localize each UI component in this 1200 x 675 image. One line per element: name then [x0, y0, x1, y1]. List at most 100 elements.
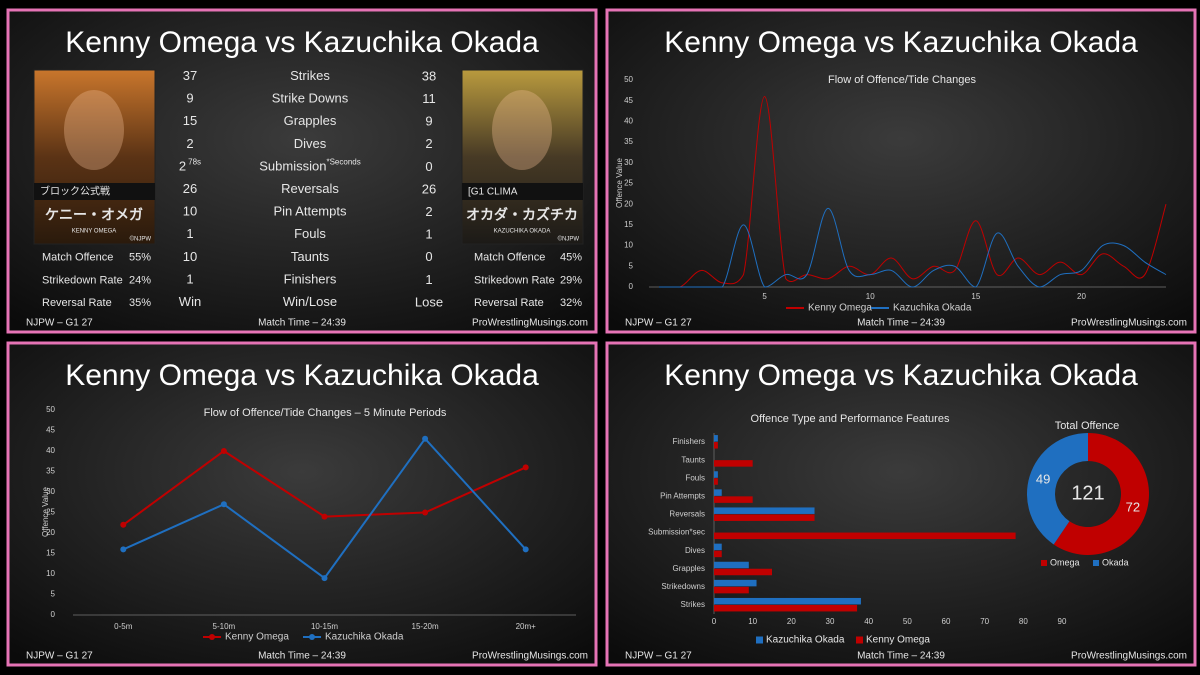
x-tick-label: 5-10m: [213, 622, 236, 631]
bar: [714, 489, 722, 496]
caption-band: [462, 183, 583, 200]
stat-name: Fouls: [294, 227, 326, 242]
x-tick-label: 10-15m: [311, 622, 338, 631]
bar: [714, 435, 718, 442]
y-tick-label: 25: [46, 508, 55, 517]
y-tick-label: Submission*sec: [648, 528, 705, 537]
stat-value: 15: [183, 114, 197, 129]
footer-left: NJPW – G1 27: [625, 318, 692, 329]
y-tick-label: Reversals: [669, 510, 705, 519]
x-tick-label: 60: [942, 617, 951, 626]
stat-name: Strikes: [290, 68, 330, 83]
stat-right: 0: [425, 159, 432, 174]
legend-label: Kazuchika Okada: [893, 303, 972, 314]
photo-face: [492, 90, 552, 170]
point: [321, 513, 328, 520]
stat-left: 1: [186, 272, 193, 287]
point: [120, 521, 127, 528]
stat-left: 1: [186, 227, 193, 242]
point: [220, 501, 227, 508]
stat-value: 10: [183, 249, 197, 264]
y-tick-label: 30: [624, 158, 633, 167]
panel: Kenny Omega vs Kazuchika Okada NJPW – G1 …: [6, 341, 598, 667]
stat-left: 2 78s: [179, 158, 201, 174]
donut-slice: [1027, 433, 1088, 545]
y-tick-label: Dives: [685, 546, 705, 555]
y-tick-label: Finishers: [673, 437, 705, 446]
legend-label: Omega: [1050, 557, 1080, 567]
side-label: Reversal Rate: [474, 297, 544, 309]
y-tick-label: 30: [46, 487, 55, 496]
stat-left: 9: [186, 91, 193, 106]
bar: [714, 550, 722, 558]
bar: [714, 568, 772, 576]
point: [422, 509, 429, 516]
card-name-jp: ケニー・オメガ: [45, 207, 143, 223]
stat-label: Reversals: [281, 181, 339, 196]
side-label: Match Offence: [474, 252, 545, 264]
stat-label: Dives: [294, 136, 327, 151]
chart-title: Flow of Offence/Tide Changes: [828, 74, 976, 86]
data-label: 49: [1036, 472, 1050, 487]
legend-swatch: [1093, 560, 1099, 566]
y-tick-label: 45: [46, 426, 55, 435]
stat-value: 9: [186, 91, 193, 106]
footer-right: ProWrestlingMusings.com: [1071, 651, 1187, 662]
chart-title: Flow of Offence/Tide Changes – 5 Minute …: [204, 407, 447, 419]
stat-right: 38: [422, 68, 436, 83]
footer-left: NJPW – G1 27: [26, 318, 93, 329]
panel-title: Kenny Omega vs Kazuchika Okada: [664, 26, 1138, 59]
x-tick-label: 30: [826, 617, 835, 626]
side-value: 55%: [129, 252, 151, 264]
data-label: 72: [1126, 499, 1140, 514]
legend-label: Kazuchika Okada: [325, 632, 404, 643]
caption-band: [34, 183, 155, 200]
footer-center: Match Time – 24:39: [258, 318, 346, 329]
card-caption: ブロック公式戦: [40, 185, 110, 198]
stat-name: Pin Attempts: [274, 204, 347, 219]
x-tick-label: 5: [762, 292, 767, 301]
footer-right: ProWrestlingMusings.com: [472, 651, 588, 662]
x-tick-label: 0-5m: [114, 622, 133, 631]
stat-value: 37: [183, 68, 197, 83]
card-copyright: ©NJPW: [558, 236, 580, 243]
side-value: 24%: [129, 274, 151, 286]
y-tick-label: 0: [51, 610, 56, 619]
stat-name: Strike Downs: [272, 91, 349, 106]
stat-value: Win: [179, 294, 201, 309]
y-tick-label: 10: [46, 569, 55, 578]
chart: Total Offence 72 Omega 49 Okada 121: [1027, 420, 1149, 567]
panel-title: Kenny Omega vs Kazuchika Okada: [65, 359, 539, 392]
x-tick-label: 0: [712, 617, 717, 626]
stat-value: 10: [183, 204, 197, 219]
stat-left: 26: [183, 181, 197, 196]
wrestler-photo: [461, 69, 584, 245]
stat-label: Pin Attempts: [274, 204, 347, 219]
donut-slice: [1053, 433, 1149, 555]
y-tick-label: Grapples: [673, 564, 705, 573]
y-tick-label: 15: [46, 549, 55, 558]
stat-label: Strikes: [290, 68, 330, 83]
bar: [714, 460, 753, 467]
bar: [714, 514, 815, 521]
stat-name: Reversals: [281, 181, 339, 196]
bar: [714, 597, 861, 605]
footer-center: Match Time – 24:39: [258, 651, 346, 662]
stat-right: 9: [425, 114, 432, 129]
stat-name: Win/Lose: [283, 294, 337, 309]
stat-label: Submission*Seconds: [259, 158, 360, 174]
stat-value: 2: [186, 136, 193, 151]
stat-value: 1: [186, 227, 193, 242]
y-axis-label: Offence Value: [615, 157, 624, 208]
y-tick-label: 0: [629, 282, 634, 291]
point: [220, 448, 227, 454]
side-label: Reversal Rate: [42, 297, 112, 309]
stat-right: Lose: [415, 294, 443, 309]
y-tick-label: Pin Attempts: [660, 491, 705, 500]
bar: [714, 604, 858, 612]
stat-sup: 78s: [188, 158, 201, 167]
legend-swatch: [756, 636, 763, 644]
card-copyright: ©NJPW: [130, 236, 152, 243]
side-value: 32%: [560, 297, 582, 309]
stat-name: Submission: [259, 159, 326, 174]
